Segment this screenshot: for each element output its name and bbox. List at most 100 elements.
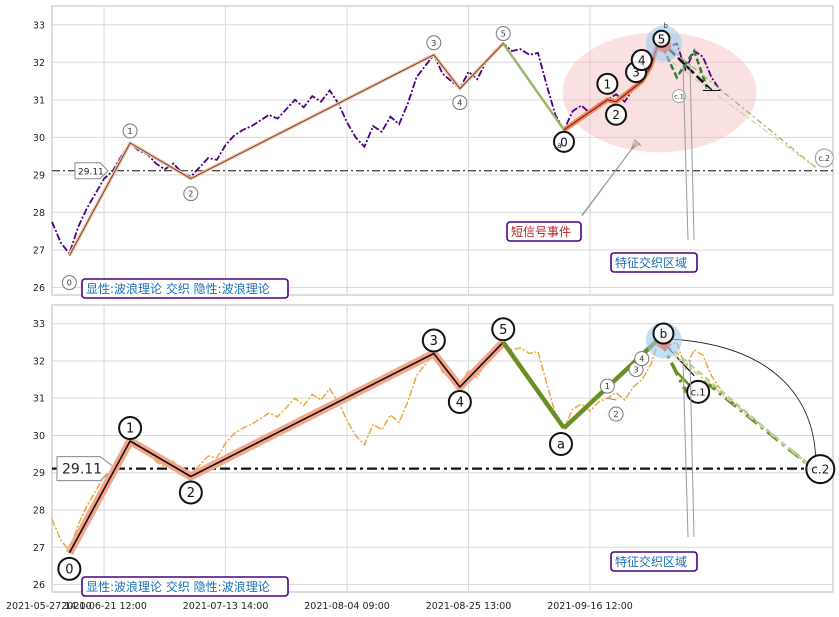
projection-c2-alt [672, 61, 816, 168]
reference-value: 29.11 [78, 167, 104, 177]
wave-label-text: 1 [126, 422, 134, 437]
wave-label-text: c.1 [691, 387, 706, 398]
wave-label-2: 2 [183, 186, 199, 202]
x-tick-label: 2021-05-27 14:00 [6, 601, 92, 612]
y-tick-label: 31 [33, 95, 45, 106]
wave-label-text: 2 [187, 486, 195, 501]
wave-label-b: b [652, 322, 675, 345]
y-tick-label: 29 [33, 170, 45, 181]
wave-label-0: 0 [57, 556, 82, 581]
plot-frame [51, 304, 834, 593]
projection-c-main [657, 337, 813, 469]
wave-label-text: 0 [67, 279, 72, 288]
subwave-label-circle [652, 29, 671, 48]
y-tick-label: 33 [33, 20, 45, 31]
wave-label-text: c.2 [811, 462, 829, 476]
y-tick-label: 33 [33, 319, 45, 330]
subwave-label-circle [552, 130, 575, 153]
wave-label-2: 2 [178, 480, 203, 505]
y-tick-label: 30 [33, 133, 45, 144]
subwave-label-text: 3 [632, 66, 640, 80]
subwave-label-2: 2 [605, 103, 628, 126]
wave-label-text: b [660, 327, 668, 341]
y-tick-label: 26 [33, 580, 45, 591]
wave-line [68, 43, 504, 256]
wave-c2-label: c.2 [814, 148, 834, 168]
annotation-text: 特征交织区域 [615, 554, 687, 569]
y-tick-label: 32 [33, 58, 45, 69]
wave-c1-label: c.1 [672, 89, 686, 103]
y-tick-label: 29 [33, 468, 45, 479]
annotation-text: 显性:波浪理论 交织 隐性:波浪理论 [86, 579, 270, 594]
plot-frame [51, 5, 834, 296]
x-tick-label: 2021-08-25 13:00 [426, 601, 512, 612]
subwave-tick [607, 397, 617, 401]
wave-label-text: 0 [65, 563, 73, 578]
projection-arc [659, 338, 817, 462]
x-tick-label: 2021-08-04 09:00 [304, 601, 390, 612]
annotation-text: 特征交织区域 [615, 255, 687, 270]
projection-c2-alt [658, 337, 812, 468]
reference-value: 29.11 [62, 462, 102, 478]
wave-a-mark: a [557, 141, 562, 150]
wave-label-c1: c.1 [686, 379, 711, 404]
subwave-label-circle [634, 351, 650, 367]
annotation-text: 显性:波浪理论 交织 隐性:波浪理论 [86, 281, 270, 296]
wave-label-c2: c.2 [805, 454, 836, 485]
subwave-label-text: 1 [604, 77, 612, 91]
wave-label-circle [447, 390, 472, 414]
correction-a-line [502, 42, 566, 131]
subwave-label-text: 3 [634, 366, 639, 375]
subwave-label-circle [608, 406, 624, 422]
reference-flag [74, 162, 109, 180]
subwave-label-circle [605, 103, 628, 126]
annotation-box [506, 221, 582, 242]
wave-label-circle [426, 35, 442, 51]
subwave-label-5: 5 [652, 29, 671, 48]
annotation-box [81, 576, 289, 597]
price-line [51, 38, 721, 256]
projection-black [658, 38, 713, 92]
wave-label-4: 4 [452, 95, 468, 111]
subwave-label-text: 0 [560, 135, 568, 149]
subwave-label-text: 2 [612, 108, 620, 122]
subwave-label-4: 4 [634, 351, 650, 367]
subwave-label-text: 2 [614, 410, 619, 419]
wave-label-circle [178, 480, 203, 505]
y-tick-label: 27 [33, 543, 45, 554]
annotation-text: 短信号事件 [511, 225, 571, 239]
x-tick-label: 2021-09-16 12:00 [547, 601, 633, 612]
wave-label-circle [122, 123, 138, 139]
y-tick-label: 27 [33, 245, 45, 256]
wave-label-circle [452, 95, 468, 111]
wave-label-4: 4 [447, 390, 472, 414]
wave-label-circle [814, 148, 834, 168]
subwave-label-2: 2 [608, 406, 624, 422]
y-tick-label: 30 [33, 431, 45, 442]
feature-zone-annotation: 特征交织区域 [610, 551, 698, 572]
short-signal-annotation: 短信号事件 [506, 221, 582, 242]
wave-label-0: 0 [61, 275, 77, 291]
y-tick-label: 28 [33, 208, 45, 219]
wave-label-circle [183, 186, 199, 202]
wave-label-text: 3 [430, 334, 438, 349]
subwave-label-text: 4 [638, 54, 646, 68]
wave-label-circle [672, 89, 686, 103]
y-tick-label: 31 [33, 394, 45, 405]
wave-label-text: 1 [128, 127, 133, 136]
wave-label-3: 3 [421, 328, 446, 353]
y-tick-label: 26 [33, 283, 45, 294]
y-tick-label: 28 [33, 506, 45, 517]
subwave-label-circle [630, 49, 653, 72]
wave-label-a: a [548, 432, 573, 456]
x-tick-label: 2021-07-13 14:00 [183, 601, 269, 612]
wave-label-circle [118, 416, 143, 441]
y-tick-label: 32 [33, 356, 45, 367]
wave-label-1: 1 [118, 416, 143, 441]
wave-label-text: c.1 [674, 93, 684, 101]
correction-a-line [501, 340, 566, 430]
callout-arrow-zone [682, 359, 695, 538]
